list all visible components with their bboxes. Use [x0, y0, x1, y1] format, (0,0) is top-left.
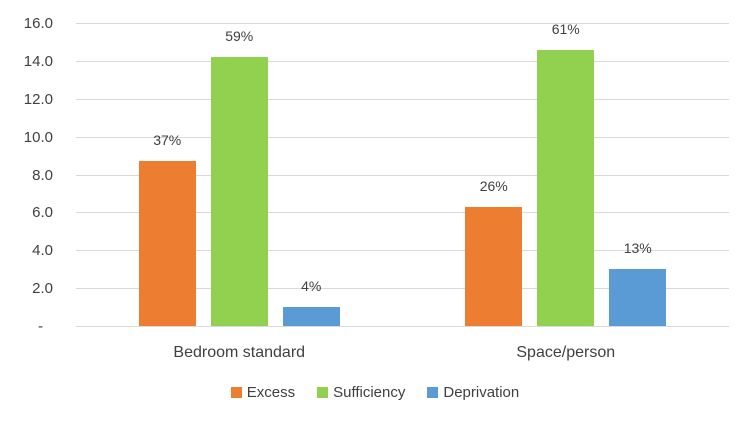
- gridline-12: [76, 98, 729, 100]
- bar-deprivation-bedroom-standard: [282, 307, 340, 326]
- bar-sufficiency-bedroom-standard: [210, 57, 268, 326]
- gridline-16: [76, 23, 729, 24]
- legend-item-excess: Excess: [230, 384, 296, 401]
- legend-item-deprivation: Deprivation: [427, 384, 519, 401]
- y-axis-tick-16: 16.0: [23, 15, 53, 32]
- y-axis-tick-10: 10.0: [23, 128, 53, 146]
- gridline-6: [76, 212, 729, 214]
- gridline-10: [76, 136, 729, 138]
- category-label-bedroom-standard: Bedroom standard: [173, 344, 306, 361]
- y-axis-tick-2: 2.0: [32, 280, 53, 298]
- legend-swatch-icon-excess: [230, 387, 242, 398]
- legend-label-excess: Excess: [246, 384, 296, 401]
- legend-label-sufficiency: Sufficiency: [333, 384, 406, 401]
- legend-swatch-icon-deprivation: [427, 387, 439, 398]
- y-axis-tick-14: 14.0: [23, 52, 53, 70]
- bar-sufficiency-space-person: [537, 49, 595, 326]
- bar-excess-space-person: [465, 206, 523, 326]
- value-label-deprivation-bedroom-standard: 4%: [301, 278, 322, 295]
- legend-swatch-icon-sufficiency: [317, 387, 329, 398]
- gridline-0: [76, 326, 729, 327]
- value-label-excess-space-person: 26%: [479, 177, 508, 194]
- value-label-excess-bedroom-standard: 37%: [153, 132, 182, 149]
- y-axis-tick-0: -: [38, 318, 43, 335]
- y-axis-tick-4: 4.0: [32, 242, 53, 260]
- gridline-8: [76, 174, 729, 176]
- y-axis-tick-8: 8.0: [32, 166, 53, 184]
- legend: Excess Sufficiency Deprivation: [0, 384, 750, 401]
- legend-label-deprivation: Deprivation: [443, 384, 520, 401]
- gridline-2: [76, 288, 729, 290]
- bar-deprivation-space-person: [609, 269, 667, 326]
- value-label-sufficiency-bedroom-standard: 59%: [225, 28, 254, 45]
- value-label-sufficiency-space-person: 61%: [551, 20, 580, 37]
- value-label-deprivation-space-person: 13%: [623, 240, 652, 257]
- bar-excess-bedroom-standard: [138, 161, 196, 326]
- category-label-space-person: Space/person: [516, 344, 616, 361]
- y-axis-tick-12: 12.0: [23, 90, 53, 108]
- gridline-4: [76, 250, 729, 252]
- y-axis-tick-6: 6.0: [32, 204, 53, 222]
- gridline-14: [76, 60, 729, 62]
- legend-item-sufficiency: Sufficiency: [317, 384, 405, 401]
